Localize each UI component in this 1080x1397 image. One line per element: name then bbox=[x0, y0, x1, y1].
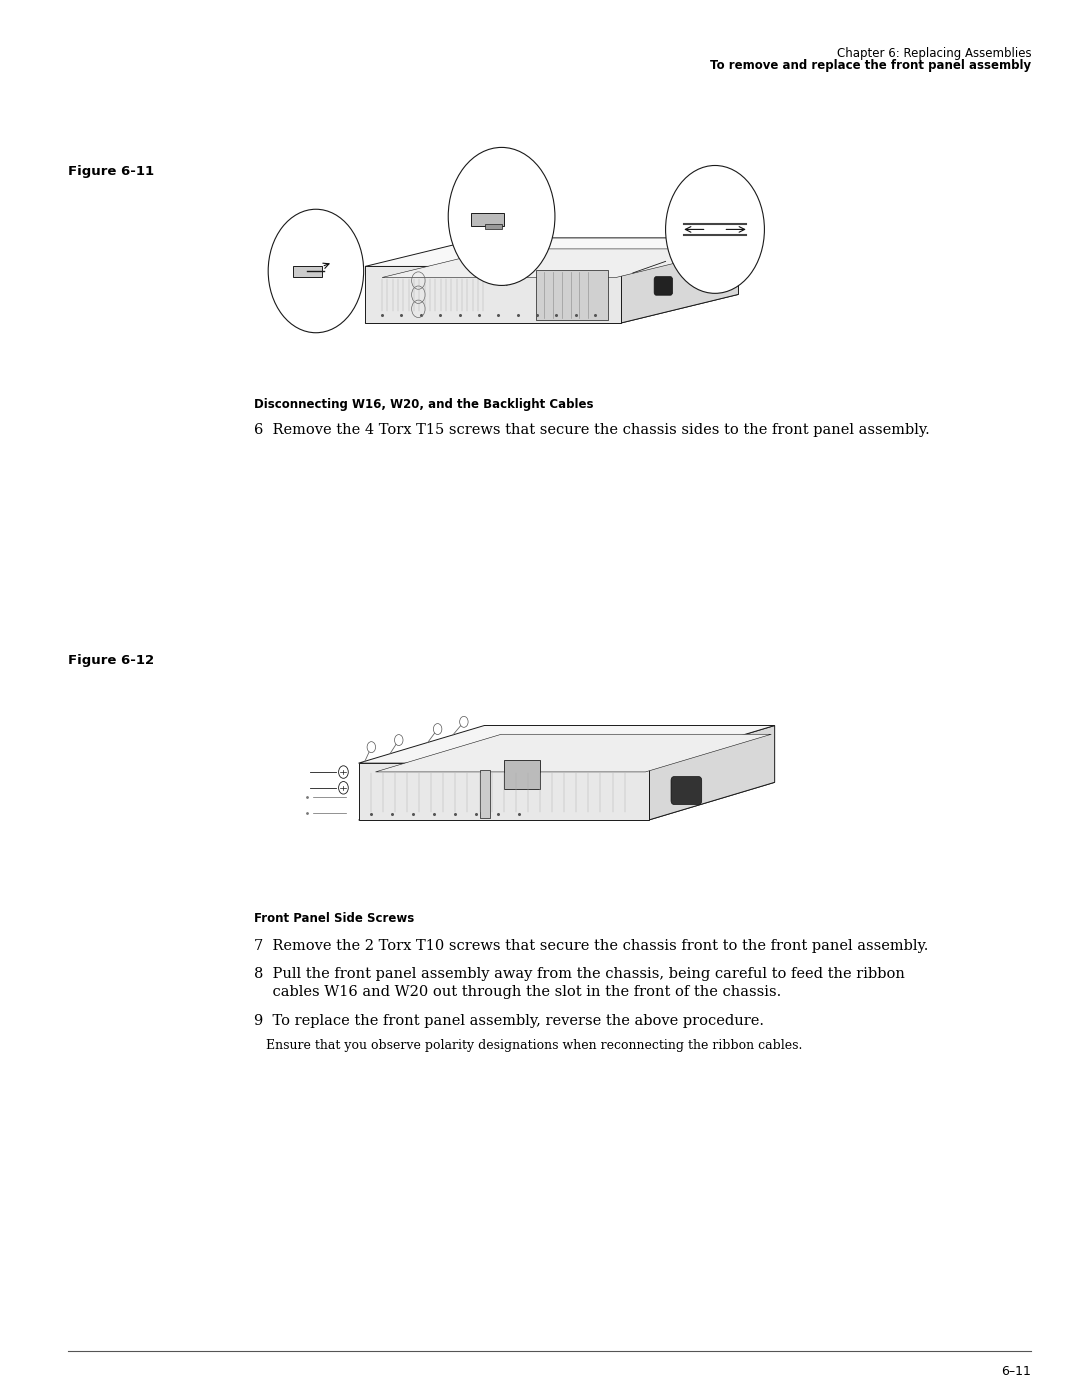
Circle shape bbox=[448, 148, 555, 285]
Text: 6–11: 6–11 bbox=[1001, 1365, 1031, 1377]
FancyBboxPatch shape bbox=[471, 214, 504, 226]
Bar bbox=[536, 270, 608, 320]
Text: Figure 6-12: Figure 6-12 bbox=[68, 654, 154, 666]
FancyBboxPatch shape bbox=[503, 760, 540, 789]
FancyBboxPatch shape bbox=[671, 777, 702, 805]
FancyBboxPatch shape bbox=[654, 277, 673, 295]
Text: 6  Remove the 4 Torx T15 screws that secure the chassis sides to the front panel: 6 Remove the 4 Torx T15 screws that secu… bbox=[254, 423, 930, 437]
Circle shape bbox=[268, 210, 364, 332]
Polygon shape bbox=[359, 763, 649, 820]
Polygon shape bbox=[365, 237, 739, 267]
FancyBboxPatch shape bbox=[485, 224, 501, 229]
Polygon shape bbox=[359, 782, 774, 820]
Circle shape bbox=[339, 766, 348, 778]
Text: Figure 6-11: Figure 6-11 bbox=[68, 165, 154, 177]
Circle shape bbox=[394, 735, 403, 746]
Circle shape bbox=[433, 724, 442, 735]
Text: To remove and replace the front panel assembly: To remove and replace the front panel as… bbox=[711, 59, 1031, 71]
Circle shape bbox=[665, 165, 765, 293]
Polygon shape bbox=[621, 237, 739, 323]
Text: 8  Pull the front panel assembly away from the chassis, being careful to feed th: 8 Pull the front panel assembly away fro… bbox=[254, 967, 905, 999]
Bar bbox=[480, 770, 490, 817]
Circle shape bbox=[339, 781, 348, 793]
Polygon shape bbox=[649, 725, 774, 820]
Text: Chapter 6: Replacing Assemblies: Chapter 6: Replacing Assemblies bbox=[837, 46, 1031, 60]
Text: Ensure that you observe polarity designations when reconnecting the ribbon cable: Ensure that you observe polarity designa… bbox=[254, 1039, 802, 1052]
Circle shape bbox=[367, 742, 376, 753]
Polygon shape bbox=[365, 267, 621, 323]
Text: 9  To replace the front panel assembly, reverse the above procedure.: 9 To replace the front panel assembly, r… bbox=[254, 1014, 764, 1028]
Polygon shape bbox=[359, 725, 774, 763]
FancyBboxPatch shape bbox=[294, 265, 322, 278]
Polygon shape bbox=[365, 295, 739, 323]
Text: 7  Remove the 2 Torx T10 screws that secure the chassis front to the front panel: 7 Remove the 2 Torx T10 screws that secu… bbox=[254, 939, 928, 953]
Polygon shape bbox=[382, 249, 733, 278]
Text: Front Panel Side Screws: Front Panel Side Screws bbox=[254, 912, 414, 925]
Circle shape bbox=[460, 717, 468, 728]
Polygon shape bbox=[376, 735, 771, 773]
Text: Disconnecting W16, W20, and the Backlight Cables: Disconnecting W16, W20, and the Backligh… bbox=[254, 398, 593, 411]
